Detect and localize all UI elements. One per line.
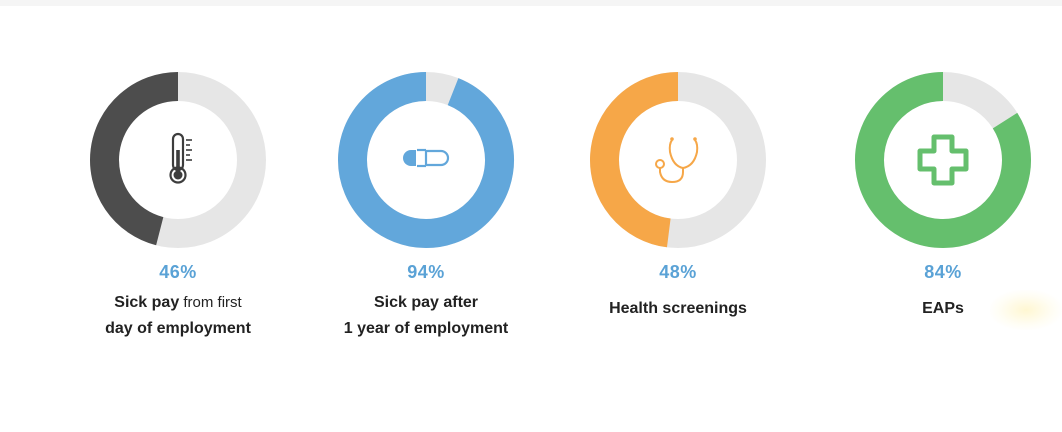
donut-segment [338,72,514,248]
donut-label-line: 1 year of employment [296,316,556,342]
donut-percentage: 46% [159,262,197,282]
donut-label-strong: Health screenings [609,300,747,317]
donut-label-line: Sick pay from first [48,290,308,316]
plus-cross-icon [917,134,969,186]
stethoscope-icon [655,137,699,184]
donut-label: Sick pay from first day of employment [48,290,308,342]
top-strip [0,0,1062,6]
donut-label-light: from first [179,294,242,311]
donut-label-strong: Sick pay [114,294,180,311]
donut-label: Health screenings [548,296,808,322]
donut-chart [90,72,266,248]
donut-card-health-screenings: 48% Health screenings [548,0,808,432]
donut-card-eaps: 84% EAPs [813,0,1062,432]
donut-chart [590,72,766,248]
donut-label-line: Sick pay after [296,290,556,316]
donut-card-sick-pay-first-day: 46% Sick pay from first day of employmen… [48,0,308,432]
pill-icon [403,148,450,168]
donut-chart [855,72,1031,248]
donut-percentage: 84% [924,262,962,282]
donut-label-strong: EAPs [922,300,964,317]
donut-label-strong: Sick pay after [373,294,479,311]
donut-label-line: Health screenings [548,296,808,322]
donut-chart [338,72,514,248]
donut-label-strong: day of employment [105,320,251,337]
thermometer-icon [169,132,192,184]
donut-label-strong: 1 year of employment [343,320,509,337]
donut-segment [855,72,1031,248]
donut-label: Sick pay after 1 year of employment [296,290,556,342]
donut-segment [90,72,179,246]
donut-label: EAPs [813,296,1062,322]
donut-label-line: day of employment [48,316,308,342]
background-glow [990,290,1062,330]
donut-card-sick-pay-after-1-year: 94% Sick pay after 1 year of employment [296,0,556,432]
donut-percentage: 48% [659,262,697,282]
donut-label-line: EAPs [813,296,1062,322]
donut-percentage: 94% [407,262,445,282]
donut-segment [590,72,679,248]
